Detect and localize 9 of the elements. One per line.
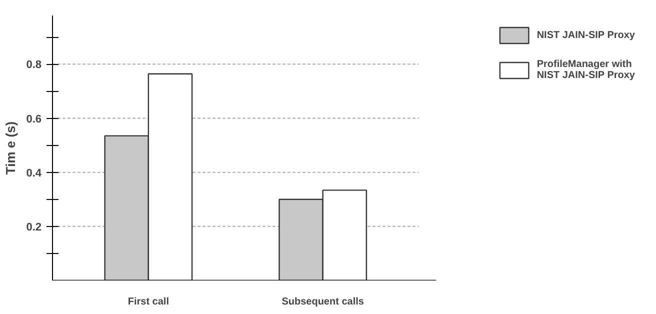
x-tick-label: First call: [128, 296, 170, 308]
y-tick-label: 0.8: [26, 59, 42, 72]
legend-label: ProfileManager with NIST JAIN-SIP Proxy: [536, 59, 635, 81]
y-tick-label: 0.2: [26, 221, 42, 234]
x-tick-label: Subsequent calls: [282, 296, 364, 308]
y-axis-title: Tim e (s): [3, 121, 18, 175]
legend-label: NIST JAIN-SIP Proxy: [536, 30, 635, 40]
y-tick-label: 0.4: [26, 167, 42, 180]
y-tick-label: 0.6: [26, 113, 42, 126]
